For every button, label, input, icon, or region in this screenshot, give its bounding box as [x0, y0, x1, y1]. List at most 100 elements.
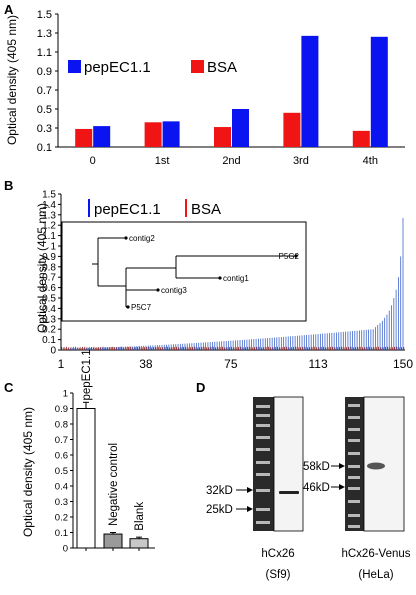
y-tick-label: 0.7 [55, 435, 68, 446]
bar-pepec [127, 346, 128, 350]
bar-pepec [301, 35, 319, 147]
bar-bsa [155, 346, 157, 350]
bar-pepec [182, 343, 184, 350]
ladder-band [348, 428, 360, 431]
bar-bsa [378, 346, 379, 350]
bar-pepec [338, 332, 340, 350]
bar-bsa [391, 347, 393, 350]
bar-bsa [341, 346, 343, 350]
bar-pepec [253, 339, 255, 350]
bar-bsa [214, 127, 231, 147]
bar-bsa [327, 347, 329, 350]
y-tick-label: 0.7 [42, 273, 56, 284]
bar-bsa [254, 347, 256, 350]
bar-pepec [237, 340, 239, 350]
bar-pepec [317, 334, 319, 350]
bar-pepec [246, 339, 248, 350]
bar-bsa [210, 346, 212, 350]
bar-pepec [301, 335, 303, 350]
bar-bsa [116, 347, 118, 350]
bar-bsa [134, 347, 136, 350]
bar-bsa [164, 346, 166, 350]
blot-left-caption-1: hCx26 [261, 548, 294, 560]
bar-bsa [201, 346, 203, 350]
panel-a-x-ticks: 0 1st 2nd 3rd 4th [90, 155, 378, 167]
bar-bsa [231, 346, 233, 350]
panel-a-letter: A [4, 2, 14, 17]
bar-bsa [339, 346, 340, 350]
ladder-band [348, 439, 360, 442]
y-tick-label: 0.1 [42, 335, 56, 346]
ladder-band [348, 500, 360, 503]
y-tick-label: 0.1 [55, 528, 68, 539]
bar-pepec [106, 347, 108, 350]
bar-bsa [389, 347, 391, 350]
bar-pepec [202, 342, 204, 350]
bar-bsa [311, 346, 313, 350]
bar-c [129, 538, 149, 549]
bar-bsa [109, 346, 111, 350]
bar-bsa [398, 347, 400, 350]
bar-bsa [320, 346, 322, 350]
panel-a-ylabel: Optical density (405 nm) [5, 15, 19, 145]
bar-bsa [306, 347, 308, 350]
bar-pepec [244, 339, 246, 350]
panel-d: D 32kD 25kD hCx26 (Sf9) 58kD 46kD [196, 380, 411, 581]
tree-label-p5c7: P5C7 [131, 303, 152, 312]
bar-bsa [277, 346, 278, 350]
blot-left-band [279, 491, 299, 494]
marker-25kd: 25kD [206, 504, 233, 516]
bar-bsa [196, 347, 198, 350]
ladder-band [256, 414, 270, 417]
bar-pepec [400, 256, 402, 350]
bar-pepec [384, 317, 386, 350]
bar-bsa [228, 346, 230, 350]
bar-pepec [287, 336, 289, 350]
blot-right-caption-2: (HeLa) [358, 569, 393, 581]
bar-bsa [150, 347, 152, 350]
bar-pepec [349, 331, 351, 350]
bar-pepec [368, 329, 369, 350]
y-tick-label: 1.3 [37, 28, 52, 40]
bar-pepec [117, 346, 119, 350]
blot-right-caption-1: hCx26-Venus [341, 548, 410, 560]
bar-bsa [194, 346, 196, 350]
inset-tree: contig2 P5G2 contig1 contig3 P5C7 [61, 221, 307, 322]
bar-bsa [245, 347, 246, 350]
marker-32kd: 32kD [206, 485, 233, 497]
bar-pepec [113, 347, 115, 350]
bar-pepec [78, 348, 80, 350]
y-tick-label: 1.4 [42, 200, 56, 211]
bar-bsa [144, 122, 162, 147]
bar-pepec [370, 329, 372, 350]
bar-bsa [146, 346, 148, 350]
bar-bsa [394, 346, 396, 350]
bar-bsa [380, 347, 382, 350]
bar-bsa [385, 346, 386, 350]
bar-bsa [93, 346, 95, 350]
bar-pepec [209, 342, 211, 350]
ladder-band [256, 424, 270, 427]
bar-bsa [346, 347, 347, 350]
bar-bsa [176, 346, 177, 350]
y-tick-label: 0.5 [42, 294, 56, 305]
inset-tree-frame [61, 221, 307, 322]
y-tick-label: 0.9 [42, 252, 56, 263]
panel-b-bars [60, 217, 405, 350]
bar-pepec [76, 348, 78, 350]
ladder-band [348, 404, 360, 407]
y-tick-label: 0.9 [55, 404, 68, 415]
bar-bsa [166, 346, 168, 350]
ladder-band [256, 448, 270, 451]
bar-pepec [120, 346, 122, 350]
bar-pepec [69, 348, 71, 350]
bar-bsa [270, 347, 272, 350]
bar-pepec [150, 345, 151, 350]
bar-bsa [162, 347, 164, 350]
legend-b-bsa-swatch [185, 199, 187, 217]
ladder-band [256, 461, 270, 464]
bar-bsa [189, 347, 191, 350]
tree-label-contig3: contig3 [161, 286, 187, 295]
bar-pepec [138, 346, 140, 350]
